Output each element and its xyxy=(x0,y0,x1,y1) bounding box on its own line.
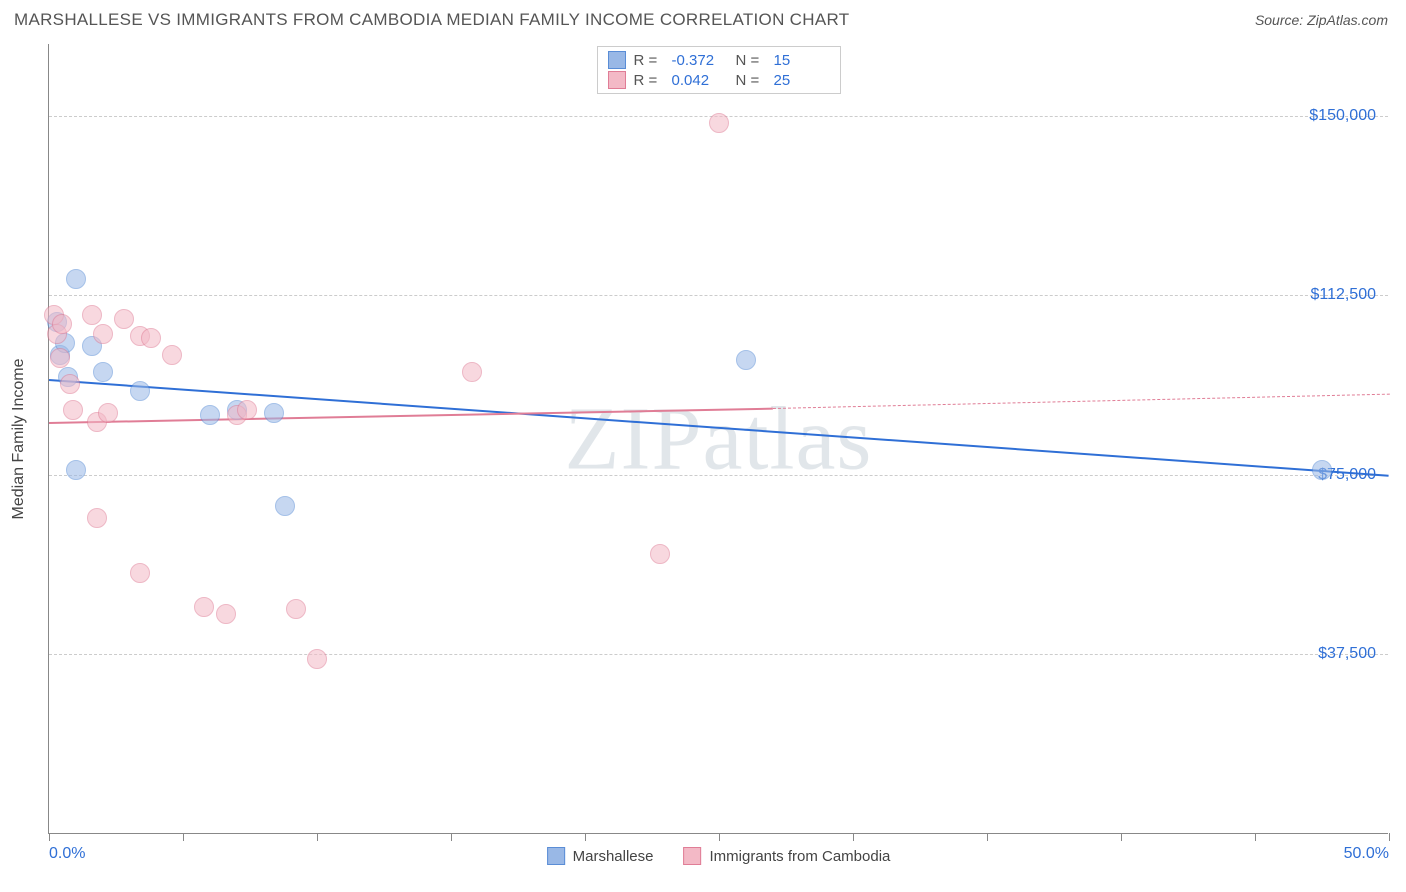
legend-stats: R = -0.372 N = 15 R = 0.042 N = 25 xyxy=(597,46,841,94)
x-tick xyxy=(317,833,318,841)
n-value: 15 xyxy=(774,52,830,69)
trend-line xyxy=(773,394,1389,409)
x-tick-label: 0.0% xyxy=(49,845,85,863)
r-value: -0.372 xyxy=(672,52,728,69)
legend-swatch xyxy=(608,51,626,69)
x-tick xyxy=(853,833,854,841)
gridline-h xyxy=(49,654,1388,655)
data-point xyxy=(736,350,756,370)
data-point xyxy=(216,604,236,624)
data-point xyxy=(82,305,102,325)
data-point xyxy=(650,544,670,564)
data-point xyxy=(237,400,257,420)
data-point xyxy=(52,314,72,334)
x-tick xyxy=(183,833,184,841)
data-point xyxy=(66,269,86,289)
r-label: R = xyxy=(634,52,664,69)
data-point xyxy=(264,403,284,423)
data-point xyxy=(93,324,113,344)
x-tick xyxy=(1389,833,1390,841)
legend-series: Marshallese Immigrants from Cambodia xyxy=(547,847,891,865)
source-label: Source: xyxy=(1255,12,1303,28)
x-tick xyxy=(987,833,988,841)
data-point xyxy=(200,405,220,425)
x-tick xyxy=(1255,833,1256,841)
chart-title: MARSHALLESE VS IMMIGRANTS FROM CAMBODIA … xyxy=(14,10,849,30)
legend-series-item: Marshallese xyxy=(547,847,654,865)
data-point xyxy=(162,345,182,365)
data-point xyxy=(50,348,70,368)
legend-swatch xyxy=(683,847,701,865)
x-tick xyxy=(451,833,452,841)
n-label: N = xyxy=(736,52,766,69)
r-value: 0.042 xyxy=(672,72,728,89)
legend-series-item: Immigrants from Cambodia xyxy=(683,847,890,865)
data-point xyxy=(130,563,150,583)
data-point xyxy=(275,496,295,516)
y-axis-label: Median Family Income xyxy=(10,358,28,519)
r-label: R = xyxy=(634,72,664,89)
data-point xyxy=(709,113,729,133)
x-tick xyxy=(49,833,50,841)
legend-label: Immigrants from Cambodia xyxy=(709,848,890,865)
legend-label: Marshallese xyxy=(573,848,654,865)
y-tick-label: $112,500 xyxy=(1310,286,1376,304)
data-point xyxy=(98,403,118,423)
legend-stat-row: R = 0.042 N = 25 xyxy=(608,70,830,90)
n-label: N = xyxy=(736,72,766,89)
x-tick xyxy=(719,833,720,841)
y-tick-label: $37,500 xyxy=(1318,645,1376,663)
y-tick-label: $150,000 xyxy=(1309,107,1376,125)
data-point xyxy=(60,374,80,394)
data-point xyxy=(130,381,150,401)
data-point xyxy=(114,309,134,329)
chart-source: Source: ZipAtlas.com xyxy=(1255,12,1388,28)
data-point xyxy=(93,362,113,382)
data-point xyxy=(141,328,161,348)
trend-line xyxy=(49,408,773,424)
data-point xyxy=(307,649,327,669)
legend-stat-row: R = -0.372 N = 15 xyxy=(608,50,830,70)
gridline-h xyxy=(49,295,1388,296)
x-tick xyxy=(1121,833,1122,841)
data-point xyxy=(66,460,86,480)
data-point xyxy=(286,599,306,619)
data-point xyxy=(1312,460,1332,480)
n-value: 25 xyxy=(774,72,830,89)
data-point xyxy=(194,597,214,617)
x-tick xyxy=(585,833,586,841)
gridline-h xyxy=(49,475,1388,476)
chart-header: MARSHALLESE VS IMMIGRANTS FROM CAMBODIA … xyxy=(0,0,1406,36)
legend-swatch xyxy=(608,71,626,89)
source-value: ZipAtlas.com xyxy=(1307,12,1388,28)
data-point xyxy=(462,362,482,382)
scatter-chart: Median Family Income ZIPatlas R =-0.372N… xyxy=(48,44,1388,834)
trend-line xyxy=(49,379,1389,477)
x-tick-label: 50.0% xyxy=(1344,845,1389,863)
legend-swatch xyxy=(547,847,565,865)
data-point xyxy=(87,508,107,528)
data-point xyxy=(63,400,83,420)
